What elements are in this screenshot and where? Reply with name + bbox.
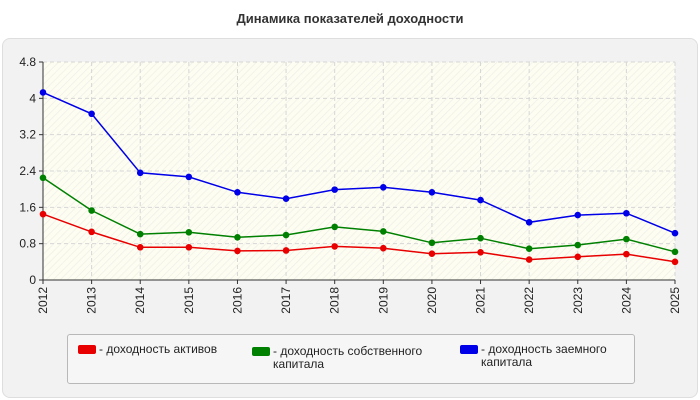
series-group xyxy=(39,89,679,266)
legend-label-equity: - доходность собственного капитала xyxy=(273,344,423,371)
data-point-series-0 xyxy=(185,244,193,251)
y-tick-label: 3.2 xyxy=(19,128,36,142)
y-tick-label: 4.8 xyxy=(19,55,36,69)
x-tick-label: 2021 xyxy=(474,287,488,314)
data-point-series-2 xyxy=(136,169,144,177)
x-tick-label: 2015 xyxy=(182,287,196,314)
data-point-series-2 xyxy=(525,219,533,226)
y-tick-label: 1.6 xyxy=(19,200,36,214)
x-tick-label: 2014 xyxy=(133,287,147,314)
grid xyxy=(43,61,676,280)
data-point-series-1 xyxy=(331,223,338,231)
data-point-series-0 xyxy=(380,244,387,252)
data-point-series-2 xyxy=(671,229,679,237)
data-point-series-1 xyxy=(39,174,47,182)
data-point-series-0 xyxy=(331,243,338,250)
data-point-series-1 xyxy=(477,234,484,242)
x-tick-label: 2016 xyxy=(230,287,244,314)
x-tick-label: 2018 xyxy=(328,287,342,314)
data-point-series-2 xyxy=(331,186,338,193)
data-point-series-1 xyxy=(282,231,290,239)
legend-label-assets: - доходность активов xyxy=(99,342,218,356)
data-point-series-0 xyxy=(39,210,47,218)
series-line-0 xyxy=(42,213,676,263)
series-line-2 xyxy=(42,91,676,234)
data-point-series-2 xyxy=(39,89,47,96)
data-point-series-2 xyxy=(185,173,193,181)
data-point-series-1 xyxy=(623,235,630,243)
data-point-series-0 xyxy=(88,228,95,236)
y-tick-label: 0.8 xyxy=(19,237,36,251)
legend-label-debt: - доходность заемного капитала xyxy=(481,342,607,369)
x-tick-label: 2022 xyxy=(522,287,536,314)
data-point-series-2 xyxy=(88,110,95,118)
data-point-series-0 xyxy=(428,250,436,257)
data-point-series-2 xyxy=(282,195,290,203)
x-tick-label: 2024 xyxy=(619,287,633,314)
x-tick-label: 2017 xyxy=(279,287,293,314)
data-point-series-2 xyxy=(428,189,436,196)
data-point-series-1 xyxy=(185,229,193,236)
legend-swatch-equity xyxy=(252,347,270,356)
data-point-series-0 xyxy=(282,247,290,254)
data-point-series-0 xyxy=(671,258,679,266)
x-tick-label: 2025 xyxy=(668,287,682,314)
data-point-series-1 xyxy=(88,207,95,214)
data-point-series-1 xyxy=(136,230,144,238)
data-point-series-1 xyxy=(525,245,533,252)
data-point-series-1 xyxy=(574,241,582,249)
data-point-series-0 xyxy=(136,244,144,251)
x-tick-label: 2012 xyxy=(36,287,50,314)
data-point-series-2 xyxy=(477,196,484,204)
x-tick-label: 2020 xyxy=(425,287,439,314)
y-tick-label: 0 xyxy=(29,273,36,287)
data-point-series-0 xyxy=(477,248,484,256)
series-line-1 xyxy=(42,177,676,253)
y-tick-label: 2.4 xyxy=(19,164,36,178)
axes: 0 0.8 1.6 2.4 3.2 4 4.8 2012 2013 2014 2015 2016 201… xyxy=(19,55,682,314)
data-point-series-1 xyxy=(234,234,241,241)
chart-title: Динамика показателей доходности xyxy=(236,11,464,26)
x-tick-label: 2013 xyxy=(85,287,99,314)
data-point-series-1 xyxy=(671,248,679,256)
y-tick-label: 4 xyxy=(29,91,36,105)
data-point-series-0 xyxy=(525,256,533,263)
data-point-series-0 xyxy=(234,247,241,255)
data-point-series-1 xyxy=(380,228,387,235)
legend-swatch-assets xyxy=(78,345,96,354)
data-point-series-0 xyxy=(574,253,582,261)
legend: - доходность активов - доходность собств… xyxy=(67,334,635,384)
legend-swatch-debt xyxy=(460,345,478,354)
data-point-series-2 xyxy=(574,211,582,219)
data-point-series-0 xyxy=(623,250,630,258)
x-tick-label: 2023 xyxy=(571,287,585,314)
data-point-series-2 xyxy=(623,209,630,217)
x-tick-label: 2019 xyxy=(376,287,390,314)
data-point-series-2 xyxy=(234,189,241,196)
data-point-series-1 xyxy=(428,239,436,247)
data-point-series-2 xyxy=(380,184,387,191)
